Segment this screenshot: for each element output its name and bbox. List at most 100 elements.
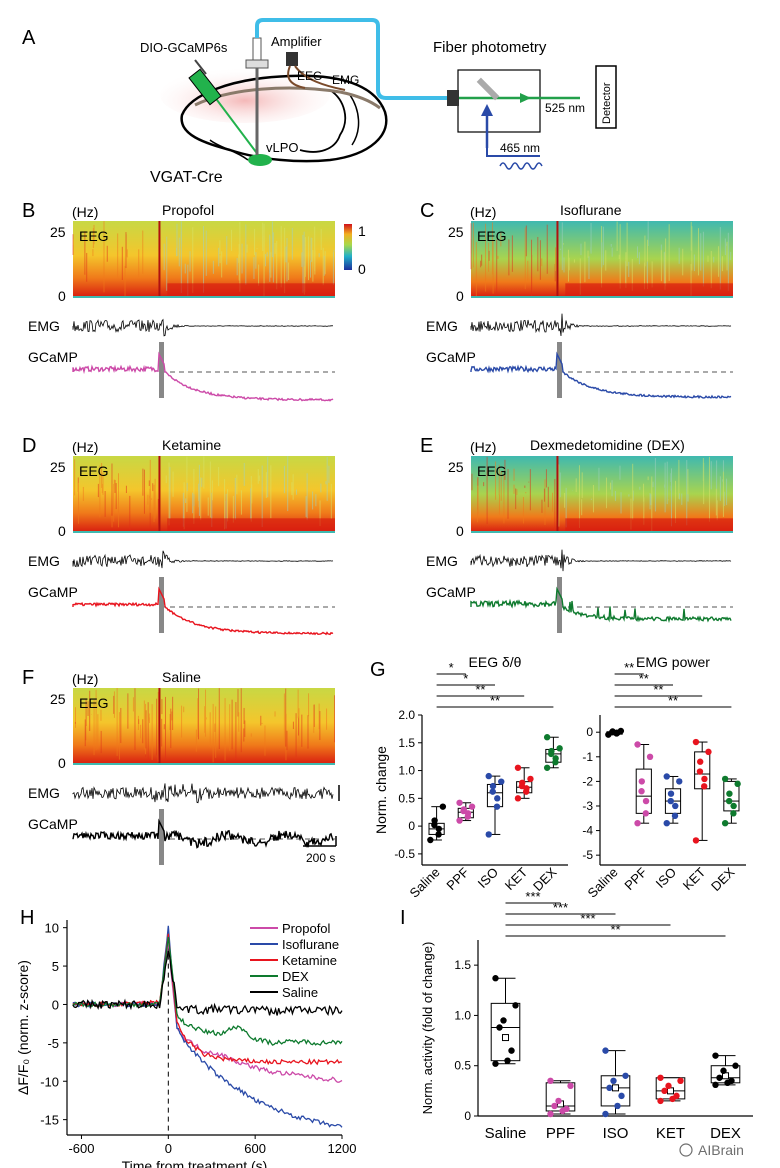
data-point	[547, 1077, 554, 1085]
data-point	[427, 836, 434, 844]
emission-arrow-icon	[520, 93, 531, 103]
data-point	[663, 819, 670, 827]
emg-wire	[294, 65, 346, 91]
box-mean	[612, 1084, 619, 1092]
gcamp-label: GCaMP	[426, 349, 476, 365]
data-point	[696, 768, 704, 775]
fiber-implant-icon	[245, 37, 269, 155]
data-point	[555, 1097, 562, 1105]
data-point	[692, 738, 700, 746]
data-point	[646, 753, 654, 761]
panel-title: Dexmedetomidine (DEX)	[530, 437, 685, 453]
eeg-label: EEG	[477, 463, 507, 479]
emg-electrode-label: EMG	[332, 73, 359, 87]
data-point	[439, 803, 447, 810]
gcamp-trace	[470, 586, 732, 624]
syringe-icon	[188, 59, 263, 161]
time-scale-bar: 200 s	[303, 836, 337, 865]
data-point	[716, 1074, 723, 1081]
data-point	[726, 790, 733, 797]
data-point	[617, 727, 625, 735]
data-point	[712, 1081, 719, 1089]
data-point	[543, 734, 551, 741]
data-point	[485, 772, 492, 780]
freq-min-tick: 0	[456, 288, 464, 304]
legend-label: DEX	[282, 969, 309, 984]
data-point	[547, 1110, 554, 1118]
data-point	[492, 975, 499, 982]
y-tick-label: 5	[52, 959, 59, 974]
y-tick-label: 0	[464, 1109, 471, 1123]
spectrogram-unit: (Hz)	[72, 671, 98, 687]
brain-base	[209, 139, 249, 161]
y-tick-label: -4	[582, 824, 593, 838]
data-point	[456, 799, 463, 806]
delta-band	[167, 518, 335, 532]
freq-max-tick: 25	[448, 459, 464, 475]
data-point	[697, 758, 704, 765]
box-ppf	[545, 1077, 576, 1118]
freq-max-tick: 25	[50, 224, 66, 240]
panel-title: Propofol	[162, 202, 214, 218]
y-tick-label: 0.5	[454, 1059, 471, 1073]
gcamp-label: GCaMP	[28, 349, 78, 365]
freq-min-tick: 0	[58, 755, 66, 771]
significance-label: ***	[553, 900, 568, 915]
category-label: DEX	[710, 1125, 741, 1142]
category-label: ISO	[653, 865, 679, 891]
legend-label: Isoflurane	[282, 937, 339, 952]
data-point	[456, 817, 463, 824]
photometry-box	[457, 69, 541, 133]
trace-panel-d: D (Hz) Ketamine 25 0 EEG EMG GCaMP	[22, 435, 335, 636]
detector-label: Detector	[601, 82, 613, 124]
delta-band	[565, 518, 733, 532]
data-point	[663, 773, 670, 780]
delta-band	[167, 283, 335, 297]
data-point	[730, 810, 737, 817]
data-point	[725, 797, 733, 805]
data-point	[508, 1047, 515, 1054]
optic-cable	[255, 18, 450, 100]
panel-title: Isoflurane	[560, 202, 622, 218]
treatment-marker	[557, 577, 562, 633]
y-tick-label: -3	[582, 799, 593, 813]
freq-min-tick: 0	[58, 523, 66, 539]
data-point	[657, 1097, 664, 1105]
spectrogram-unit: (Hz)	[470, 204, 496, 220]
data-point	[609, 728, 616, 735]
y-tick-label: -10	[40, 1074, 59, 1089]
data-point	[504, 1057, 511, 1064]
eeg-electrode-label: EEG	[297, 69, 322, 83]
eeg-label: EEG	[79, 463, 109, 479]
data-point	[734, 780, 741, 788]
eeg-label: EEG	[477, 228, 507, 244]
chart-title: EMG power	[636, 654, 710, 670]
box-mean	[502, 1034, 509, 1042]
data-point	[602, 1110, 609, 1118]
data-point	[543, 764, 551, 771]
significance-label: **	[475, 682, 485, 697]
emission-label: 525 nm	[545, 101, 585, 115]
category-label: ISO	[603, 1125, 629, 1142]
chart-title: EEG δ/θ	[469, 654, 522, 670]
construct-label: DIO-GCaMP6s	[140, 40, 228, 55]
significance-label: *	[449, 660, 454, 675]
treatment-marker	[557, 342, 562, 398]
freq-max-tick: 25	[50, 691, 66, 707]
category-label: DEX	[708, 864, 738, 894]
vlpo-label: vLPO	[266, 140, 299, 155]
trace-panel-f: F (Hz) Saline 25 0 EEG EMG GCaMP	[22, 667, 340, 865]
series-line-saline	[72, 950, 343, 1017]
legend-label: Propofol	[282, 921, 331, 936]
y-axis-label: Norm. activity (fold of change)	[420, 942, 435, 1115]
data-point	[552, 755, 559, 762]
panel-title: Ketamine	[162, 437, 221, 453]
data-point	[673, 1092, 680, 1100]
y-tick-label: -2	[582, 774, 593, 788]
significance-label: ***	[525, 889, 540, 904]
excitation-arrow-icon	[481, 104, 493, 116]
box-saline	[605, 727, 625, 738]
amplifier-label: Amplifier	[271, 34, 322, 49]
data-point	[692, 837, 700, 844]
data-point	[676, 778, 683, 785]
